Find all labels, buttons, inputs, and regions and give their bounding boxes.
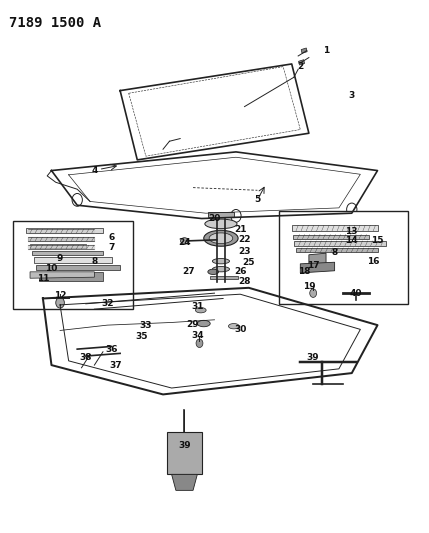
Ellipse shape [204, 230, 238, 246]
Ellipse shape [209, 233, 233, 244]
FancyBboxPatch shape [26, 228, 103, 233]
FancyBboxPatch shape [34, 257, 112, 263]
Text: 16: 16 [367, 257, 380, 265]
Polygon shape [30, 272, 94, 278]
Text: 13: 13 [345, 228, 358, 236]
Text: 21: 21 [234, 225, 247, 233]
Ellipse shape [212, 266, 230, 272]
Ellipse shape [208, 269, 219, 274]
Ellipse shape [181, 238, 188, 244]
Text: 14: 14 [345, 237, 358, 245]
FancyBboxPatch shape [28, 237, 94, 241]
FancyBboxPatch shape [13, 221, 133, 309]
Text: 40: 40 [350, 289, 363, 297]
Text: 7189 1500 A: 7189 1500 A [9, 16, 101, 30]
FancyBboxPatch shape [279, 211, 408, 304]
Text: 15: 15 [371, 237, 384, 245]
Text: 18: 18 [298, 268, 311, 276]
Polygon shape [301, 48, 307, 53]
FancyBboxPatch shape [32, 251, 103, 255]
Text: 29: 29 [187, 320, 199, 328]
Text: 11: 11 [36, 274, 49, 282]
FancyBboxPatch shape [293, 235, 369, 239]
Text: 2: 2 [297, 62, 303, 71]
Ellipse shape [205, 219, 237, 229]
Text: 5: 5 [254, 196, 260, 204]
FancyBboxPatch shape [36, 265, 120, 270]
Ellipse shape [195, 308, 206, 313]
Text: 19: 19 [302, 282, 315, 291]
Text: 35: 35 [135, 333, 148, 341]
Polygon shape [309, 253, 326, 265]
Text: 17: 17 [307, 261, 320, 270]
Text: 4: 4 [91, 166, 97, 175]
FancyBboxPatch shape [292, 225, 378, 231]
Text: 27: 27 [182, 268, 195, 276]
Text: 39: 39 [178, 441, 191, 449]
Text: 25: 25 [242, 259, 255, 267]
Text: 22: 22 [238, 236, 251, 244]
Text: 20: 20 [208, 214, 221, 223]
Polygon shape [167, 432, 202, 474]
Text: 37: 37 [109, 361, 122, 369]
Text: 12: 12 [54, 292, 66, 300]
Text: 28: 28 [238, 277, 251, 286]
Circle shape [310, 289, 317, 297]
Text: 24: 24 [178, 238, 191, 247]
FancyBboxPatch shape [39, 272, 103, 281]
Text: 33: 33 [139, 321, 152, 329]
Text: 8: 8 [332, 248, 338, 256]
Text: 23: 23 [238, 247, 251, 256]
Ellipse shape [197, 320, 210, 327]
Circle shape [56, 297, 64, 308]
FancyBboxPatch shape [30, 244, 86, 248]
Text: 30: 30 [234, 325, 246, 334]
Text: 39: 39 [307, 353, 320, 361]
Polygon shape [299, 60, 305, 65]
Polygon shape [210, 276, 238, 279]
FancyBboxPatch shape [294, 241, 386, 246]
Polygon shape [300, 262, 335, 273]
FancyBboxPatch shape [296, 248, 378, 252]
Text: 34: 34 [191, 332, 204, 340]
Text: 9: 9 [57, 254, 63, 263]
Text: 1: 1 [323, 46, 329, 55]
Text: 38: 38 [79, 353, 92, 361]
Polygon shape [172, 474, 197, 490]
Text: 32: 32 [101, 300, 114, 308]
Text: 26: 26 [234, 268, 247, 276]
Ellipse shape [212, 259, 230, 264]
Text: 31: 31 [191, 302, 204, 311]
Text: 3: 3 [349, 92, 355, 100]
Polygon shape [208, 212, 234, 217]
Text: 8: 8 [91, 257, 97, 265]
Text: 36: 36 [105, 345, 118, 353]
Ellipse shape [228, 324, 239, 329]
Text: 7: 7 [109, 244, 115, 252]
Circle shape [196, 339, 203, 348]
Text: 6: 6 [109, 233, 115, 241]
Text: 10: 10 [45, 264, 57, 272]
